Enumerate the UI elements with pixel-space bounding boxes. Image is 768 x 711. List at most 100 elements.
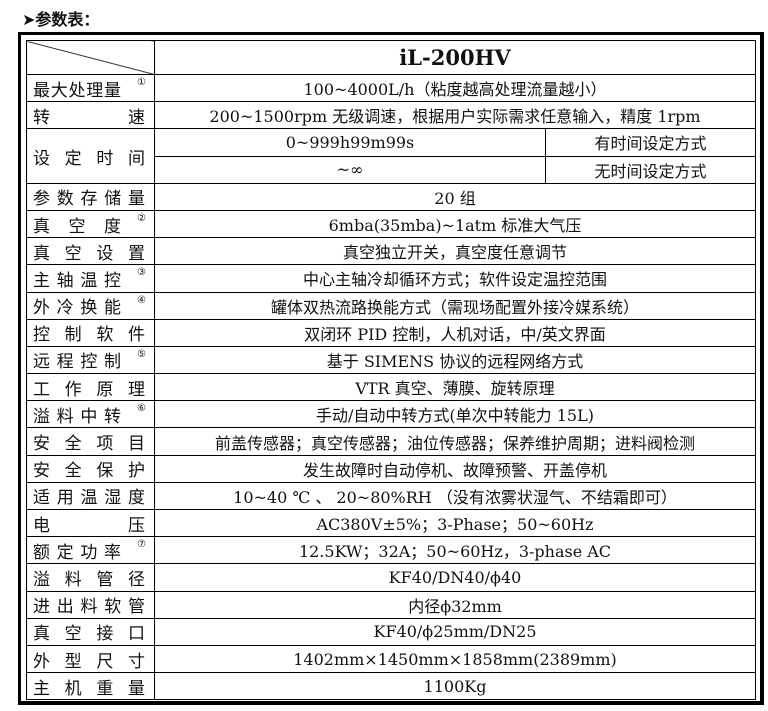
row-label: 工作原理 (33, 379, 145, 400)
row-label-cell: 远程控制 ⑤ (26, 345, 155, 375)
row-label-cell: 溢料中转 ⑥ (26, 400, 155, 429)
row-label: 参数存储量 (33, 189, 145, 210)
row-value: 6mba(35mba)~1atm 标准大气压 (154, 209, 756, 239)
footnote-marker: ② (137, 212, 146, 224)
row-label: 真空设置 (33, 243, 145, 264)
row-value: AC380V±5%；3-Phase；50~60Hz (154, 508, 756, 538)
diagonal-corner-cell (26, 40, 155, 75)
row-value: KF40/ϕ25mm/DN25 (154, 617, 756, 646)
row-label: 电压 (33, 515, 145, 536)
table-row: 真空接口 KF40/ϕ25mm/DN25 (26, 617, 756, 646)
row-value: 20 组 (154, 182, 756, 211)
row-label-cell: 进出料软管 (26, 590, 155, 619)
row-value: 发生故障时自动停机、故障预警、开盖停机 (154, 454, 756, 483)
row-label-cell: 设定时间 (26, 128, 155, 184)
table-row: 进出料软管 内径ϕ32mm (26, 590, 756, 619)
row-label-cell: 真空接口 (26, 617, 155, 646)
row-value: KF40/DN40/ϕ40 (154, 563, 756, 592)
row-label: 外型尺寸 (33, 651, 145, 672)
spec-table: iL-200HV 最大处理量 ① 100~4000L/h（粘度越高处理流量越小） 转速… (26, 40, 756, 701)
row-value: 真空独立开关，真空度任意调节 (154, 237, 756, 266)
row-label-cell: 工作原理 (26, 373, 155, 402)
model-title: iL-200HV (154, 40, 756, 75)
row-value: 前盖传感器；真空传感器；油位传感器；保养维护周期；进料阀检测 (154, 427, 756, 456)
row-value: 1402mm×1450mm×1858mm(2389mm) (154, 644, 756, 674)
row-value: 双闭环 PID 控制，人机对话，中/英文界面 (154, 318, 756, 347)
table-row: 真空设置 真空独立开关，真空度任意调节 (26, 237, 756, 266)
table-row: 设定时间 0~999h99m99s 有时间设定方式 (26, 128, 756, 184)
row-value: 手动/自动中转方式(单次中转能力 15L) (154, 400, 756, 429)
row-label-cell: 外冷换能 ④ (26, 291, 155, 320)
row-label-cell: 转速 (26, 101, 155, 130)
row-label-cell: 溢料管径 (26, 563, 155, 592)
row-label: 真空度 (33, 216, 121, 237)
table-row: 安全保护 发生故障时自动停机、故障预警、开盖停机 (26, 454, 756, 483)
row-label: 主机重量 (33, 678, 145, 699)
table-row: 转速 200~1500rpm 无级调速，根据用户实际需求任意输入，精度 1rpm (26, 101, 756, 130)
table-row: 安全项目 前盖传感器；真空传感器；油位传感器；保养维护周期；进料阀检测 (26, 427, 756, 456)
row-value: 12.5KW；32A；50~60Hz，3-phase AC (154, 536, 756, 565)
row-value: ~∞ (154, 155, 546, 184)
section-heading: ➤参数表： (22, 10, 100, 29)
row-value: 罐体双热流路换能方式（需现场配置外接冷媒系统） (154, 291, 756, 320)
header-row: iL-200HV (26, 40, 756, 75)
row-label-cell: 主轴温控 ③ (26, 264, 155, 293)
row-label: 安全项目 (33, 434, 145, 455)
table-row: ~∞ 无时间设定方式 (27, 155, 756, 184)
table-row: 溢料管径 KF40/DN40/ϕ40 (26, 563, 756, 592)
table-row: 溢料中转 ⑥ 手动/自动中转方式(单次中转能力 15L) (26, 400, 756, 429)
table-row: 主轴温控 ③ 中心主轴冷却循环方式；软件设定温控范围 (26, 264, 756, 293)
row-value: 基于 SIMENS 协议的远程网络方式 (154, 345, 756, 375)
row-label-cell: 额定功率 ⑦ (26, 536, 155, 565)
row-label-cell: 最大处理量 ① (26, 73, 155, 103)
footnote-marker: ④ (137, 294, 146, 306)
row-label: 外冷换能 (33, 298, 121, 319)
row-value: 内径ϕ32mm (154, 590, 756, 619)
table-row: 额定功率 ⑦ 12.5KW；32A；50~60Hz，3-phase AC (26, 536, 756, 565)
footnote-marker: ⑥ (137, 403, 146, 415)
table-row: 电压 AC380V±5%；3-Phase；50~60Hz (26, 508, 756, 538)
row-label: 适用温湿度 (33, 488, 145, 509)
row-label-cell: 外型尺寸 (26, 644, 155, 674)
row-label: 设定时间 (33, 148, 145, 169)
spec-table-frame: iL-200HV 最大处理量 ① 100~4000L/h（粘度越高处理流量越小） 转速… (18, 32, 764, 705)
footnote-marker: ⑦ (137, 539, 146, 551)
row-note: 无时间设定方式 (545, 155, 756, 184)
row-value: 10~40 ℃ 、 20~80%RH （没有浓雾状湿气、不结霜即可） (154, 481, 756, 511)
row-value: VTR 真空、薄膜、旋转原理 (154, 373, 756, 402)
row-label-cell: 真空度 ② (26, 209, 155, 239)
table-row: 外型尺寸 1402mm×1450mm×1858mm(2389mm) (26, 644, 756, 674)
row-label: 远程控制 (33, 352, 121, 373)
table-row: 适用温湿度 10~40 ℃ 、 20~80%RH （没有浓雾状湿气、不结霜即可） (26, 481, 756, 511)
row-label: 溢料管径 (33, 569, 145, 590)
row-note: 有时间设定方式 (545, 128, 756, 157)
table-row: 主机重量 1100Kg (26, 672, 756, 701)
table-row: 控制软件 双闭环 PID 控制，人机对话，中/英文界面 (26, 318, 756, 347)
row-value: 200~1500rpm 无级调速，根据用户实际需求任意输入，精度 1rpm (154, 101, 756, 130)
row-label: 额定功率 (33, 542, 121, 563)
row-label: 主轴温控 (33, 270, 121, 291)
row-value: 1100Kg (154, 672, 756, 701)
row-label: 安全保护 (33, 461, 145, 482)
row-label-cell: 适用温湿度 (26, 481, 155, 511)
table-row: 远程控制 ⑤ 基于 SIMENS 协议的远程网络方式 (26, 345, 756, 375)
row-label-cell: 参数存储量 (26, 182, 155, 211)
row-label: 溢料中转 (33, 406, 121, 427)
footnote-marker: ⑤ (137, 348, 146, 360)
table-row: 真空度 ② 6mba(35mba)~1atm 标准大气压 (26, 209, 756, 239)
row-label: 进出料软管 (33, 597, 145, 618)
row-label-cell: 电压 (26, 508, 155, 538)
row-label: 控制软件 (33, 325, 145, 346)
table-row: 工作原理 VTR 真空、薄膜、旋转原理 (26, 373, 756, 402)
footnote-marker: ③ (137, 267, 146, 279)
table-row: 外冷换能 ④ 罐体双热流路换能方式（需现场配置外接冷媒系统） (26, 291, 756, 320)
row-label-cell: 主机重量 (26, 672, 155, 701)
row-label: 真空接口 (33, 624, 145, 645)
row-value: 0~999h99m99s (154, 128, 546, 157)
row-value: 100~4000L/h（粘度越高处理流量越小） (154, 73, 756, 103)
footnote-marker: ① (137, 77, 146, 88)
row-label: 转速 (33, 107, 145, 128)
row-label-cell: 真空设置 (26, 237, 155, 266)
table-row: 参数存储量 20 组 (26, 182, 756, 211)
row-label: 最大处理量 (33, 80, 121, 101)
